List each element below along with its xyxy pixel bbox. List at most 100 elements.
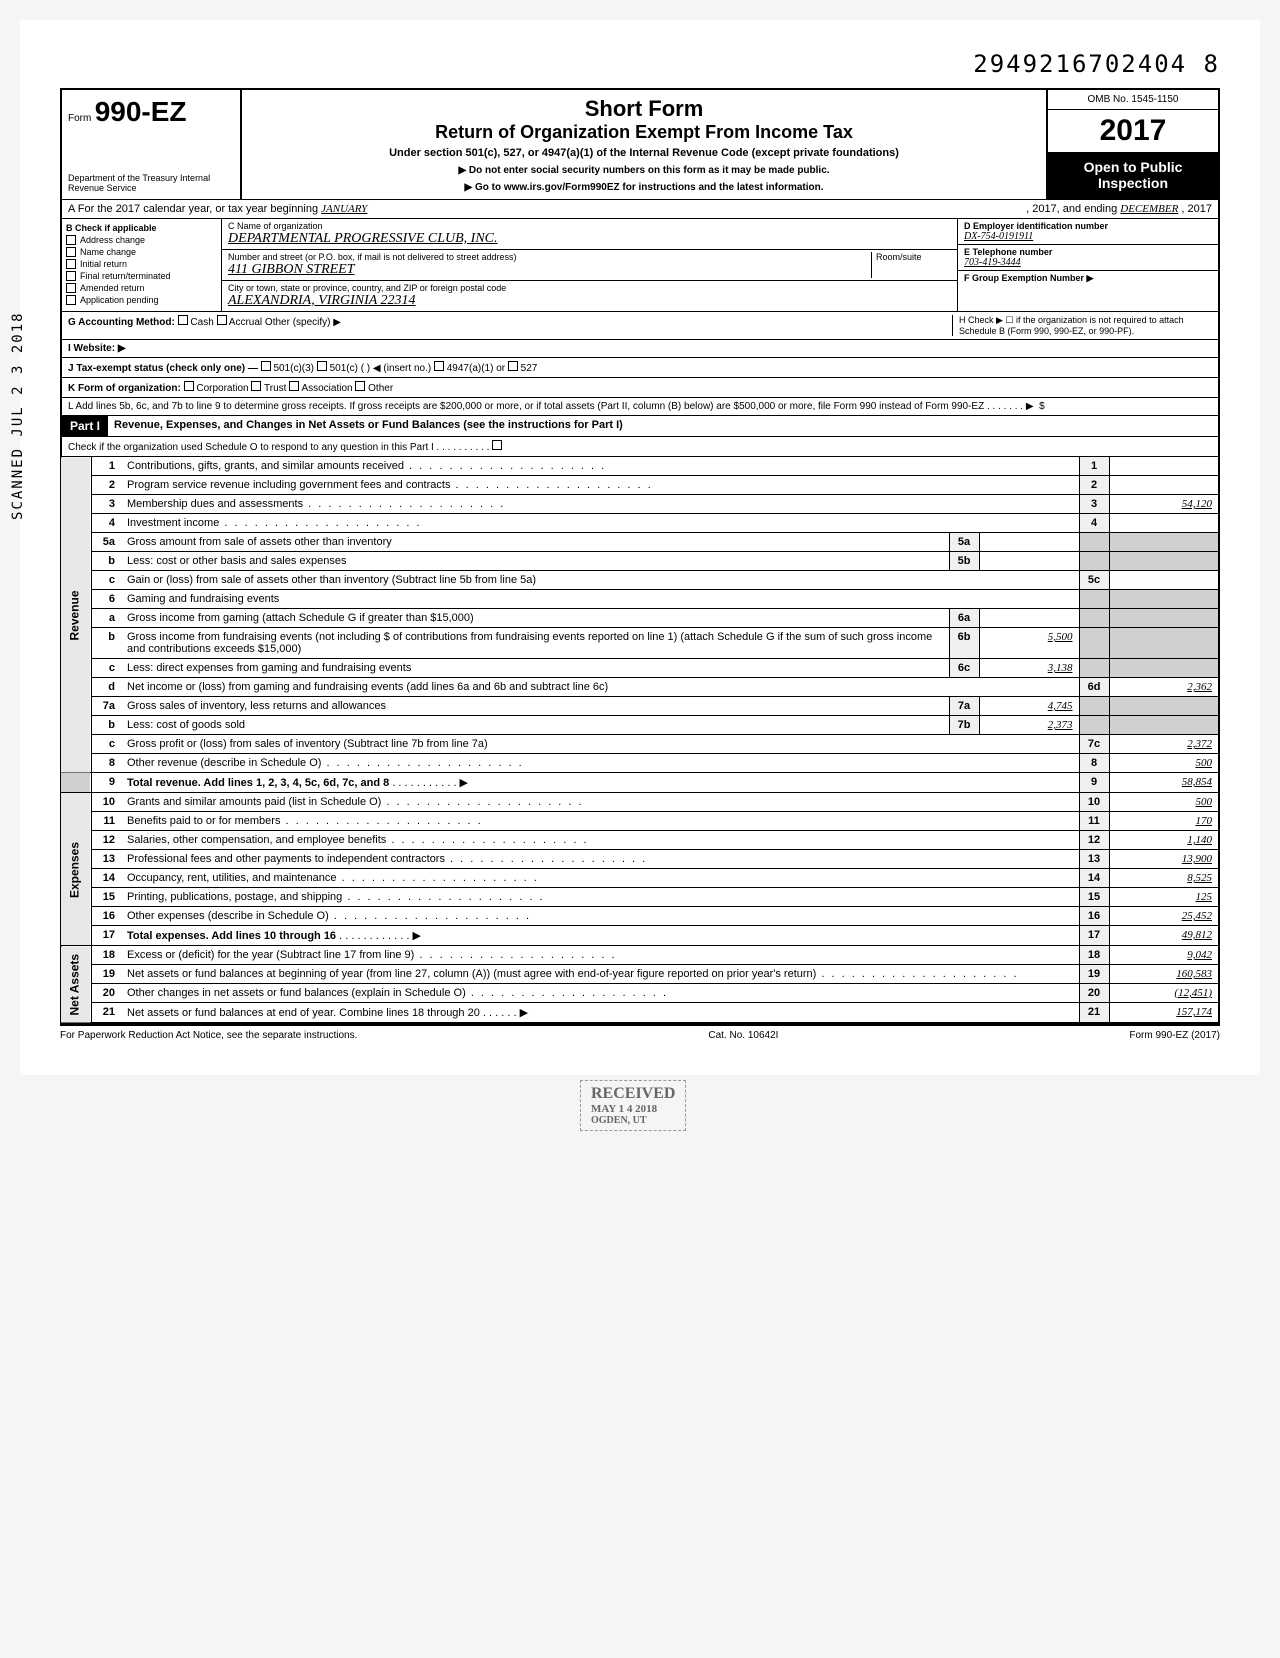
checkbox-assoc[interactable] — [289, 381, 299, 391]
phone-label: E Telephone number — [964, 247, 1212, 257]
rnum: 13 — [1079, 850, 1109, 869]
form-header: Form 990-EZ Department of the Treasury I… — [60, 88, 1220, 199]
line-g-label: G Accounting Method: — [68, 317, 175, 328]
checkbox-other[interactable] — [355, 381, 365, 391]
checkbox-4947[interactable] — [434, 361, 444, 371]
rnum: 3 — [1079, 495, 1109, 514]
line-num: 7a — [91, 697, 121, 716]
line-7c-val: 2,372 — [1109, 735, 1219, 754]
line-20-val: (12,451) — [1109, 984, 1219, 1003]
line-desc: Other revenue (describe in Schedule O) — [127, 757, 321, 769]
rnum: 10 — [1079, 793, 1109, 812]
line-16-val: 25,452 — [1109, 907, 1219, 926]
checkbox-trust[interactable] — [251, 381, 261, 391]
rnum-shade — [1079, 659, 1109, 678]
rnum: 7c — [1079, 735, 1109, 754]
rval-shade — [1109, 659, 1219, 678]
g-cash: Cash — [190, 317, 213, 328]
city-label: City or town, state or province, country… — [228, 283, 951, 293]
checkbox-schedule-o[interactable] — [492, 440, 502, 450]
line-num: 11 — [91, 812, 121, 831]
midnum: 7a — [949, 697, 979, 716]
line-num: 20 — [91, 984, 121, 1003]
document-number: 2949216702404 8 — [60, 50, 1220, 78]
received-stamp: RECEIVED MAY 1 4 2018 OGDEN, UT — [580, 1080, 686, 1131]
line-num: 3 — [91, 495, 121, 514]
checkbox-527[interactable] — [508, 361, 518, 371]
form-year: 2017 — [1048, 110, 1218, 153]
line-desc: Gross amount from sale of assets other t… — [127, 536, 392, 548]
checkbox-accrual[interactable] — [217, 315, 227, 325]
line-num: 6 — [91, 590, 121, 609]
line-desc: Grants and similar amounts paid (list in… — [127, 796, 381, 808]
rnum: 17 — [1079, 926, 1109, 946]
line-desc: Excess or (deficit) for the year (Subtra… — [127, 949, 414, 961]
org-name: DEPARTMENTAL PROGRESSIVE CLUB, INC. — [228, 231, 951, 247]
midnum: 5a — [949, 533, 979, 552]
line-5a-mid — [979, 533, 1079, 552]
line-11-val: 170 — [1109, 812, 1219, 831]
rnum: 19 — [1079, 965, 1109, 984]
received-date: MAY 1 4 2018 — [591, 1103, 675, 1115]
rnum: 8 — [1079, 754, 1109, 773]
form-page: 2949216702404 8 Form 990-EZ Department o… — [20, 20, 1260, 1075]
footer-right: Form 990-EZ (2017) — [1129, 1030, 1220, 1041]
checkbox-final-return[interactable] — [66, 271, 76, 281]
section-d: D Employer identification number DX-754-… — [958, 219, 1218, 311]
line-i: I Website: ▶ — [60, 340, 1220, 358]
page-footer: For Paperwork Reduction Act Notice, see … — [60, 1024, 1220, 1045]
line-desc: Gross profit or (loss) from sales of inv… — [127, 738, 488, 750]
header-right: OMB No. 1545-1150 2017 Open to Public In… — [1048, 90, 1218, 199]
rnum: 21 — [1079, 1003, 1109, 1024]
header-left: Form 990-EZ Department of the Treasury I… — [62, 90, 242, 199]
checkbox-initial-return[interactable] — [66, 259, 76, 269]
line-num: 8 — [91, 754, 121, 773]
line-21-val: 157,174 — [1109, 1003, 1219, 1024]
checkbox-amended-return[interactable] — [66, 283, 76, 293]
ssn-note: ▶ Do not enter social security numbers o… — [252, 165, 1036, 176]
line-3-val: 54,120 — [1109, 495, 1219, 514]
footer-center: Cat. No. 10642I — [708, 1030, 778, 1041]
line-num: 21 — [91, 1003, 121, 1024]
line-desc: Total revenue. Add lines 1, 2, 3, 4, 5c,… — [127, 777, 389, 789]
part1-title: Revenue, Expenses, and Changes in Net As… — [108, 416, 1218, 436]
line-6a-mid — [979, 609, 1079, 628]
line-k-label: K Form of organization: — [68, 383, 181, 394]
line-6b-mid: 5,500 — [979, 628, 1079, 659]
line-desc: Gross income from fundraising events (no… — [127, 631, 932, 655]
part1-header-row: Part I Revenue, Expenses, and Changes in… — [60, 416, 1220, 437]
rnum: 2 — [1079, 476, 1109, 495]
line-num: 12 — [91, 831, 121, 850]
checkbox-application-pending[interactable] — [66, 295, 76, 305]
midnum: 5b — [949, 552, 979, 571]
j-opt: 4947(a)(1) or — [447, 363, 505, 374]
line-num: 5a — [91, 533, 121, 552]
chk-label: Initial return — [80, 259, 127, 269]
room-label: Room/suite — [871, 252, 951, 278]
section-c: C Name of organization DEPARTMENTAL PROG… — [222, 219, 958, 311]
line-13-val: 13,900 — [1109, 850, 1219, 869]
g-accrual: Accrual — [229, 317, 262, 328]
checkbox-cash[interactable] — [178, 315, 188, 325]
rval-shade — [1109, 590, 1219, 609]
line-l-text: L Add lines 5b, 6c, and 7b to line 9 to … — [68, 401, 984, 412]
checkbox-address-change[interactable] — [66, 235, 76, 245]
line-num: 14 — [91, 869, 121, 888]
line-desc: Investment income — [127, 517, 219, 529]
k-opt: Corporation — [196, 383, 248, 394]
chk-label: Final return/terminated — [80, 271, 171, 281]
checkbox-501c3[interactable] — [261, 361, 271, 371]
checkbox-name-change[interactable] — [66, 247, 76, 257]
header-center: Short Form Return of Organization Exempt… — [242, 90, 1048, 199]
midnum: 7b — [949, 716, 979, 735]
rnum: 5c — [1079, 571, 1109, 590]
checkbox-corp[interactable] — [184, 381, 194, 391]
line-desc: Total expenses. Add lines 10 through 16 — [127, 930, 336, 942]
form-label: Form — [68, 113, 91, 124]
received-loc: OGDEN, UT — [591, 1115, 675, 1126]
line-num: 2 — [91, 476, 121, 495]
rval-shade — [1109, 716, 1219, 735]
chk-label: Name change — [80, 247, 136, 257]
line-a-suffix: , 2017 — [1181, 203, 1212, 215]
checkbox-501c[interactable] — [317, 361, 327, 371]
